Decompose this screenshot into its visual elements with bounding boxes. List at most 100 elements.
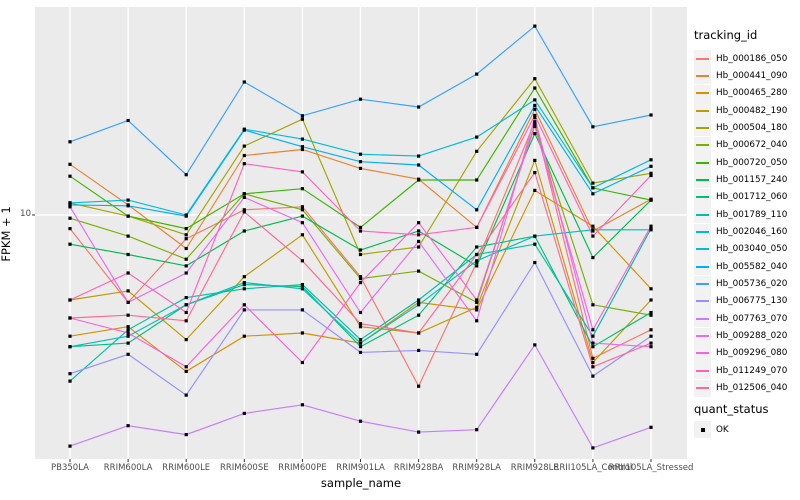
x-tick-label-RRIM928LE: RRIM928LE: [510, 463, 559, 473]
data-point: [184, 338, 188, 342]
legend-entry-label: Hb_001157_240: [716, 174, 788, 185]
x-tick-label-RRII105LA_Control: RRII105LA_Control: [553, 463, 633, 473]
data-point: [68, 334, 72, 338]
data-point: [300, 170, 304, 174]
data-point: [126, 289, 130, 293]
data-point: [126, 325, 130, 329]
legend-entry-Hb_000186_050: Hb_000186_050: [694, 50, 787, 67]
data-point: [300, 287, 304, 291]
data-point: [649, 113, 653, 117]
data-point: [68, 316, 72, 320]
legend-key-line-icon: [696, 387, 709, 390]
data-point: [475, 178, 479, 182]
data-point: [591, 224, 595, 228]
data-point: [242, 162, 246, 166]
legend-key-box: [694, 258, 711, 276]
data-point: [649, 224, 653, 228]
data-point: [68, 205, 72, 209]
data-point: [475, 135, 479, 139]
data-point: [126, 352, 130, 356]
data-point: [300, 221, 304, 225]
legend-key-box: [694, 84, 711, 102]
legend-entry-label: Hb_011249_070: [716, 365, 788, 376]
data-point: [533, 260, 537, 265]
data-point: [417, 245, 421, 249]
data-point: [533, 158, 537, 162]
data-point: [475, 259, 479, 263]
data-point: [242, 80, 246, 84]
data-point: [533, 24, 537, 28]
data-point: [126, 204, 130, 208]
x-tick-label-RRIM928BA: RRIM928BA: [393, 463, 444, 473]
data-point: [649, 298, 653, 302]
data-point: [475, 319, 479, 323]
legend-key-line-icon: [696, 248, 709, 251]
data-point: [184, 433, 188, 437]
legend-entry-Hb_000504_180: Hb_000504_180: [694, 119, 788, 137]
data-point: [591, 303, 595, 307]
quant-legend-entry-OK: OK: [694, 421, 729, 438]
x-tick-label-RRIM600LA: RRIM600LA: [103, 463, 153, 473]
data-point: [242, 195, 246, 199]
legend-entry-label: Hb_000186_050: [716, 53, 788, 64]
legend-key-line-icon: [696, 92, 709, 95]
legend-key-line-icon: [696, 74, 709, 77]
legend-entry-label: Hb_000720_050: [716, 157, 788, 168]
data-point: [417, 229, 421, 233]
legend-entry-Hb_001712_060: Hb_001712_060: [694, 188, 788, 206]
legend-key-line-icon: [696, 283, 709, 286]
legend-key-box: [694, 292, 711, 310]
data-point: [358, 275, 363, 279]
legend-key-box: [694, 67, 711, 85]
data-point: [68, 227, 72, 231]
x-tick-label-RRIM600LE: RRIM600LE: [162, 463, 211, 473]
data-point: [417, 430, 421, 434]
data-point: [417, 221, 421, 225]
x-tick-label-PB350LA: PB350LA: [51, 463, 89, 473]
data-point: [242, 287, 246, 291]
legend-entry-label: Hb_001712_060: [716, 192, 788, 203]
data-point: [591, 356, 595, 360]
data-point: [649, 313, 653, 317]
data-point: [533, 171, 537, 175]
data-point: [533, 115, 537, 120]
data-point: [358, 281, 363, 285]
data-point: [68, 140, 72, 144]
legend-entry-label: Hb_000504_180: [716, 122, 788, 133]
x-tick-label-RRIM928LA: RRIM928LA: [452, 463, 501, 473]
data-point: [184, 264, 188, 268]
legend-entry-label: Hb_000482_190: [716, 105, 788, 116]
data-point: [242, 144, 246, 148]
data-point: [649, 164, 653, 168]
data-point: [300, 233, 304, 237]
x-tick-label-RRII105LA_Stressed: RRII105LA_Stressed: [608, 463, 694, 473]
data-point: [649, 425, 653, 429]
x-tick-label-RRIM600SE: RRIM600SE: [219, 463, 269, 473]
data-point: [126, 118, 130, 123]
data-point: [533, 242, 537, 246]
data-point: [417, 303, 421, 307]
data-point: [475, 300, 479, 304]
legend-key-box: [694, 327, 711, 345]
data-point: [358, 277, 363, 281]
data-point: [533, 124, 537, 128]
data-point: [184, 173, 188, 177]
data-point: [591, 234, 595, 238]
legend-entry-label: Hb_002046_160: [716, 227, 788, 237]
y-axis-tick-label: 10: [20, 209, 31, 219]
data-point: [649, 171, 653, 175]
data-point: [591, 365, 595, 369]
legend-entry-Hb_005736_020: Hb_005736_020: [694, 275, 787, 293]
data-point: [300, 145, 304, 149]
legend-entry-Hb_009296_080: Hb_009296_080: [694, 344, 787, 362]
black-square-point-icon: [700, 427, 705, 432]
data-point: [300, 117, 304, 121]
legend-key-line-icon: [696, 57, 709, 60]
data-point: [68, 162, 72, 166]
data-point: [358, 345, 363, 349]
y-axis-title: FPKM + 1: [0, 206, 13, 262]
legend-key-box: [694, 50, 711, 67]
data-point: [300, 360, 304, 365]
data-point: [533, 113, 537, 117]
data-point: [533, 234, 537, 238]
